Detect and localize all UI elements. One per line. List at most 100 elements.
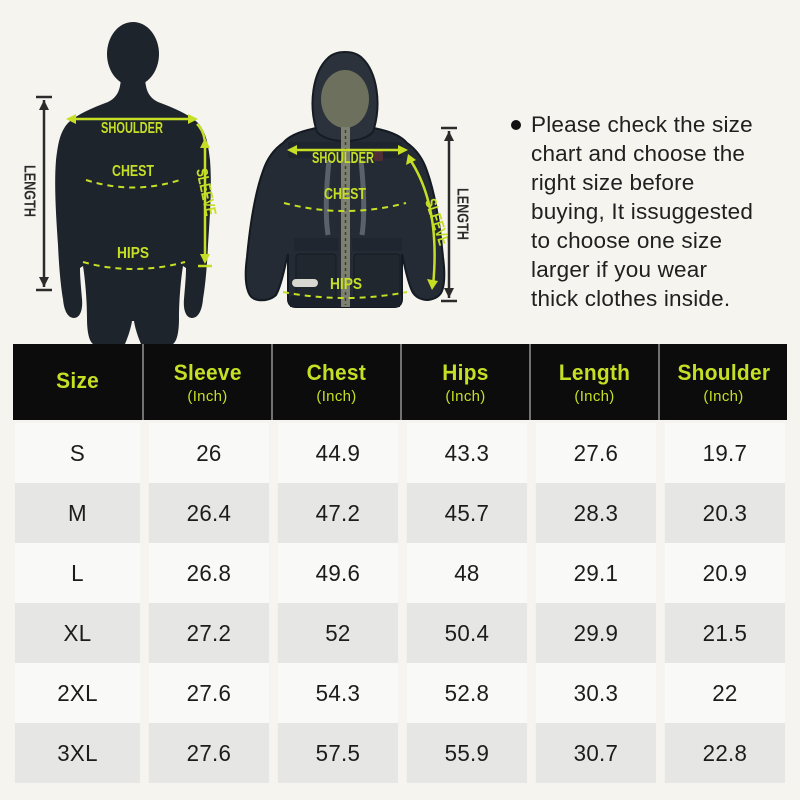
note-line: right size before	[531, 170, 695, 195]
hips-cell: 43.3	[401, 423, 528, 483]
sleeve-cell: 27.6	[143, 663, 270, 723]
figure-length-arrowhead-top	[39, 100, 49, 110]
body-silhouette-illustration	[55, 22, 211, 344]
header-cell-hips: Hips (Inch)	[400, 344, 529, 420]
table-row-l: L 26.8 49.6 48 29.1 20.9	[13, 543, 787, 603]
jacket-shoulder-arrowhead-left	[287, 145, 297, 155]
jacket-left-pocket-flap	[294, 238, 338, 251]
table-row-xl: XL 27.2 52 50.4 29.9 21.5	[13, 603, 787, 663]
table-row-m: M 26.4 47.2 45.7 28.3 20.3	[13, 483, 787, 543]
note-line: to choose one size	[531, 228, 723, 253]
figure-hips-label: HIPS	[117, 245, 149, 262]
table-header-row: Size Sleeve (Inch) Chest (Inch) Hips (In…	[13, 344, 787, 420]
table-row-2xl: 2XL 27.6 54.3 52.8 30.3 22	[13, 663, 787, 723]
jacket-length-arrow	[441, 126, 457, 303]
figure-sleeve-arrowhead-bottom	[200, 254, 210, 264]
jacket-hips-dashed-line	[282, 291, 408, 299]
chest-cell: 52	[272, 603, 399, 663]
shoulder-cell: 22.8	[659, 723, 786, 783]
measurement-diagrams: LENGTH SHOULDER SLEEVE CHEST HIPS	[20, 22, 470, 344]
column-unit: (Inch)	[187, 387, 228, 405]
size-cell: M	[14, 483, 141, 543]
jacket-chest-label: CHEST	[324, 186, 366, 203]
figure-sleeve-arrowhead-top	[200, 138, 210, 148]
header-cell-shoulder: Shoulder (Inch)	[658, 344, 787, 420]
column-unit: (Inch)	[445, 387, 486, 405]
figure-shoulder-arrowhead-left	[66, 114, 76, 124]
length-cell: 29.9	[530, 603, 657, 663]
column-unit: (Inch)	[316, 387, 357, 405]
chest-cell: 54.3	[272, 663, 399, 723]
hips-cell: 50.4	[401, 603, 528, 663]
sleeve-cell: 27.6	[143, 723, 270, 783]
size-cell: XL	[14, 603, 141, 663]
header-cell-length: Length (Inch)	[529, 344, 658, 420]
size-cell: S	[14, 423, 141, 483]
jacket-length-arrowhead-bottom	[444, 288, 454, 298]
jacket-length-label: LENGTH	[453, 188, 470, 240]
size-cell: L	[14, 543, 141, 603]
column-label: Chest	[306, 359, 367, 385]
column-unit: (Inch)	[574, 387, 615, 405]
hips-cell: 48	[401, 543, 528, 603]
jacket-chest-dashed-line	[283, 202, 407, 212]
jacket-sleeve-arrowhead-top	[406, 154, 416, 165]
shoulder-cell: 21.5	[659, 603, 786, 663]
table-row-3xl: 3XL 27.6 57.5 55.9 30.7 22.8	[13, 723, 787, 783]
figure-length-arrow	[36, 95, 52, 292]
note-line: Please check the size	[531, 112, 753, 137]
column-label: Length	[558, 359, 631, 385]
sleeve-cell: 27.2	[143, 603, 270, 663]
size-chart-table: Size Sleeve (Inch) Chest (Inch) Hips (In…	[13, 344, 787, 783]
jacket-hood-lining	[321, 70, 369, 128]
header-cell-chest: Chest (Inch)	[271, 344, 400, 420]
jacket-right-pocket-flap	[352, 238, 402, 251]
jacket-left-drawcord	[323, 159, 332, 236]
body-head	[107, 22, 159, 86]
sleeve-cell: 26	[143, 423, 270, 483]
figure-length-label: LENGTH	[20, 165, 37, 217]
note-line: thick clothes inside.	[531, 286, 731, 311]
shoulder-cell: 19.7	[659, 423, 786, 483]
column-unit: (Inch)	[703, 387, 744, 405]
sleeve-cell: 26.8	[143, 543, 270, 603]
note-line: chart and choose the	[531, 141, 746, 166]
jacket-chest-badge	[374, 150, 383, 161]
shoulder-cell: 20.3	[659, 483, 786, 543]
jacket-illustration	[244, 51, 446, 308]
hips-cell: 55.9	[401, 723, 528, 783]
chest-cell: 44.9	[272, 423, 399, 483]
note-line: larger if you wear	[531, 257, 708, 282]
column-label: Hips	[442, 359, 489, 385]
body-torso	[55, 74, 211, 344]
jacket-shoulder-label: SHOULDER	[312, 150, 374, 167]
column-label: Sleeve	[173, 359, 242, 385]
table-body: S 26 44.9 43.3 27.6 19.7 M 26.4 47.2 45.…	[13, 423, 787, 783]
shoulder-cell: 22	[659, 663, 786, 723]
chest-cell: 47.2	[272, 483, 399, 543]
jacket-right-drawcord	[358, 159, 367, 236]
figure-chest-label: CHEST	[112, 163, 154, 180]
hips-cell: 45.7	[401, 483, 528, 543]
figure-shoulder-label: SHOULDER	[101, 120, 163, 137]
size-cell: 2XL	[14, 663, 141, 723]
figure-chest-dashed-line	[85, 179, 181, 189]
sleeve-cell: 26.4	[143, 483, 270, 543]
figure-length-arrowhead-bottom	[39, 277, 49, 287]
jacket-length-arrowhead-top	[444, 131, 454, 141]
column-label: Size	[56, 368, 99, 393]
jacket-sleeve-line	[407, 157, 436, 287]
length-cell: 28.3	[530, 483, 657, 543]
jacket-hips-label: HIPS	[330, 276, 362, 293]
column-label: Shoulder	[677, 359, 770, 385]
jacket-sleeve-arrowhead-bottom	[427, 279, 438, 290]
jacket-brand-patch	[292, 279, 318, 287]
size-cell: 3XL	[14, 723, 141, 783]
bullet-point	[511, 120, 521, 130]
figure-shoulder-arrowhead-right	[188, 114, 198, 124]
table-row-s: S 26 44.9 43.3 27.6 19.7	[13, 423, 787, 483]
figure-hips-dashed-line	[82, 261, 186, 270]
length-cell: 30.7	[530, 723, 657, 783]
length-cell: 29.1	[530, 543, 657, 603]
